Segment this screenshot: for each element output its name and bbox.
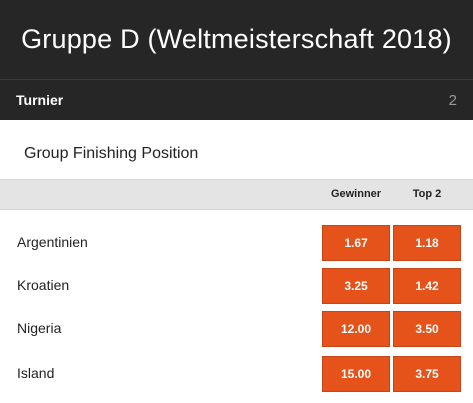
odds-button-winner[interactable]: 1.67	[322, 225, 390, 261]
odds-button-winner[interactable]: 3.25	[322, 268, 390, 304]
table-row: Island 15.00 3.75	[0, 352, 473, 395]
table-row: Argentinien 1.67 1.18	[0, 221, 473, 264]
team-name: Island	[17, 365, 55, 381]
tournament-bar[interactable]: Turnier 2	[0, 80, 473, 120]
odds-button-top2[interactable]: 1.18	[393, 225, 461, 261]
tournament-count-badge: 2	[448, 91, 457, 109]
odds-column-header: Gewinner Top 2	[0, 179, 473, 210]
odds-button-winner[interactable]: 15.00	[322, 356, 390, 392]
tournament-label: Turnier	[16, 92, 64, 108]
header-divider	[0, 79, 473, 80]
column-header-winner: Gewinner	[330, 188, 382, 200]
market-title: Group Finishing Position	[24, 145, 199, 162]
team-name: Argentinien	[17, 234, 88, 250]
odds-button-top2[interactable]: 1.42	[393, 268, 461, 304]
odds-button-top2[interactable]: 3.50	[393, 311, 461, 347]
column-header-top2: Top 2	[412, 188, 442, 200]
page-header: Gruppe D (Weltmeisterschaft 2018)	[0, 0, 473, 79]
odds-button-winner[interactable]: 12.00	[322, 311, 390, 347]
table-row: Nigeria 12.00 3.50	[0, 307, 473, 350]
odds-button-top2[interactable]: 3.75	[393, 356, 461, 392]
team-name: Kroatien	[17, 277, 70, 293]
page-title: Gruppe D (Weltmeisterschaft 2018)	[21, 24, 452, 54]
team-name: Nigeria	[17, 320, 62, 336]
table-row: Kroatien 3.25 1.42	[0, 264, 473, 307]
